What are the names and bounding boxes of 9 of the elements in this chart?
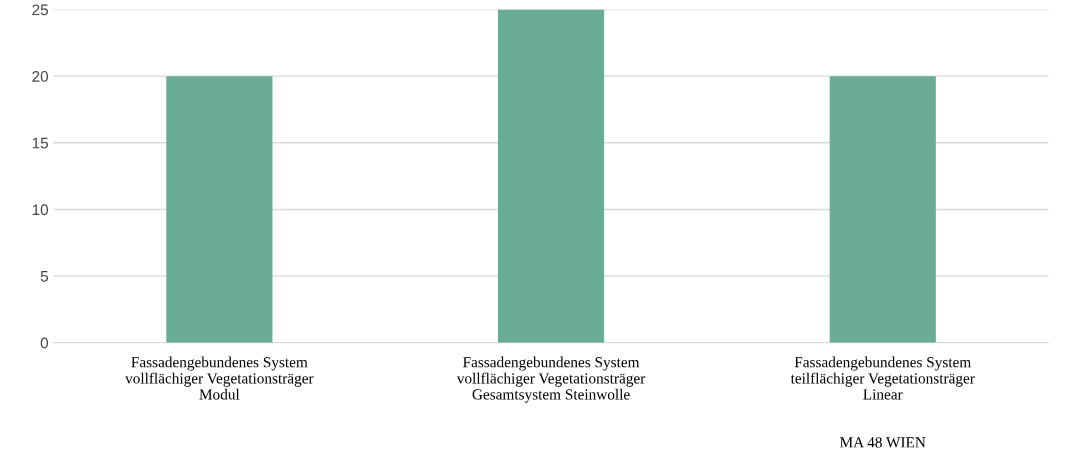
y-tick-label: 5 [40, 271, 48, 282]
y-tick-label: 10 [32, 204, 49, 216]
y-tick-label: 25 [32, 4, 48, 16]
y-tick-label: 0 [40, 337, 49, 349]
x-tick-label: Fassadengebundenes System vollflächiger Vegetationsträger Modul [125, 356, 314, 400]
category-label: Fassadengebundenes System teilflächiger Vegetationsträger Linear MA 48 WIEN [790, 356, 975, 448]
y-tick-label: 20 [32, 71, 49, 82]
y-tick-label: 15 [32, 137, 48, 149]
x-tick-label: Fassadengebundenes System vollflächiger Vegetationsträger Gesamtsystem Steinwolle [456, 356, 646, 403]
